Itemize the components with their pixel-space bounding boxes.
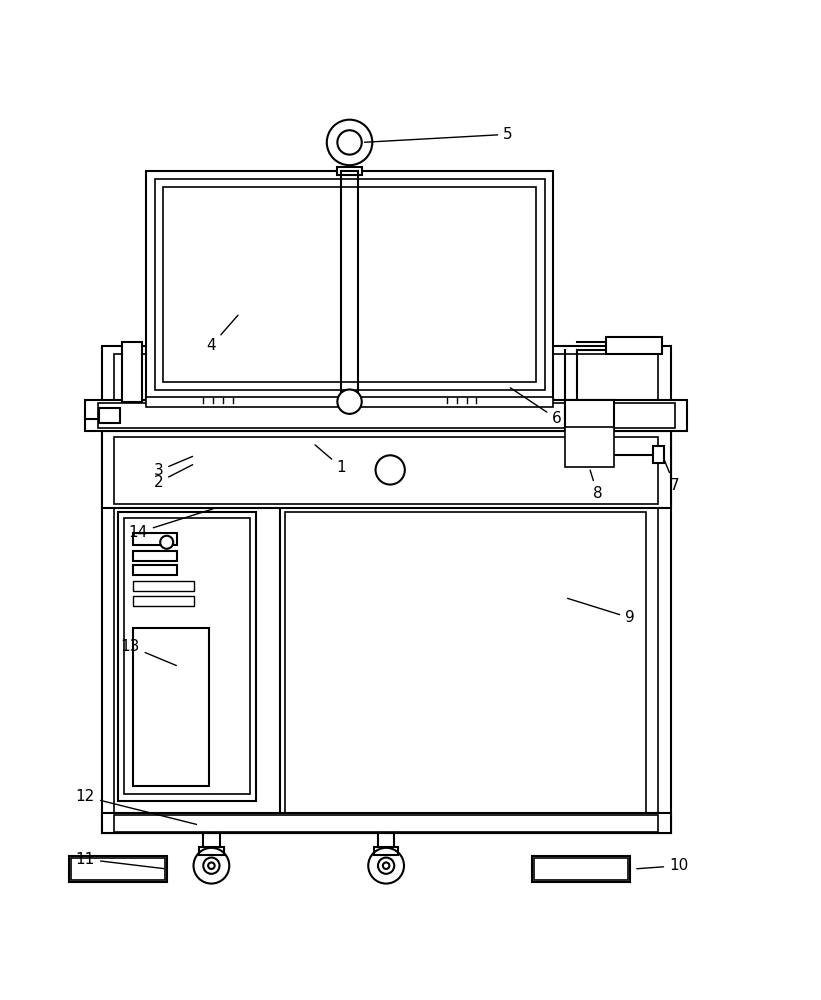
Bar xyxy=(118,512,256,801)
Bar xyxy=(125,518,250,794)
Bar xyxy=(337,167,362,175)
Text: 7: 7 xyxy=(663,458,680,493)
Circle shape xyxy=(327,120,372,165)
Text: 5: 5 xyxy=(365,127,513,142)
Bar xyxy=(132,565,177,575)
Bar xyxy=(114,815,658,832)
Bar xyxy=(132,551,177,561)
Text: 12: 12 xyxy=(76,789,196,824)
Circle shape xyxy=(337,130,362,155)
Circle shape xyxy=(337,389,362,414)
Bar xyxy=(606,337,663,354)
Text: 3: 3 xyxy=(154,456,193,478)
Text: 6: 6 xyxy=(511,388,562,426)
Circle shape xyxy=(383,862,389,869)
Circle shape xyxy=(375,455,405,485)
Text: 2: 2 xyxy=(154,465,193,490)
Bar xyxy=(85,400,687,431)
Bar xyxy=(565,427,613,467)
Text: 9: 9 xyxy=(567,598,635,625)
Bar xyxy=(99,408,120,423)
Bar xyxy=(102,346,671,833)
Circle shape xyxy=(209,862,214,869)
Text: 14: 14 xyxy=(129,509,213,540)
Text: 4: 4 xyxy=(207,315,238,353)
Text: 8: 8 xyxy=(590,470,603,501)
Bar xyxy=(146,171,553,398)
Bar xyxy=(114,437,658,504)
Bar xyxy=(102,813,671,833)
Text: 10: 10 xyxy=(637,858,688,873)
Bar xyxy=(532,856,630,882)
Circle shape xyxy=(160,536,173,549)
Text: 11: 11 xyxy=(76,852,164,869)
Bar xyxy=(146,397,553,407)
Bar xyxy=(132,581,194,591)
Bar xyxy=(653,446,664,463)
Bar xyxy=(374,847,398,855)
Bar xyxy=(69,856,167,882)
Bar xyxy=(71,858,165,880)
Text: 13: 13 xyxy=(121,639,177,666)
Bar xyxy=(163,187,536,382)
Bar xyxy=(122,342,142,402)
Bar xyxy=(154,179,544,390)
Bar xyxy=(534,858,628,880)
Bar xyxy=(285,512,646,821)
Bar xyxy=(132,596,194,606)
Text: 1: 1 xyxy=(315,445,346,475)
Bar xyxy=(565,400,613,431)
Bar xyxy=(200,847,223,855)
Bar xyxy=(114,354,658,821)
Bar xyxy=(132,533,177,545)
Bar xyxy=(98,403,675,428)
Bar xyxy=(132,628,209,786)
Bar xyxy=(102,431,671,508)
